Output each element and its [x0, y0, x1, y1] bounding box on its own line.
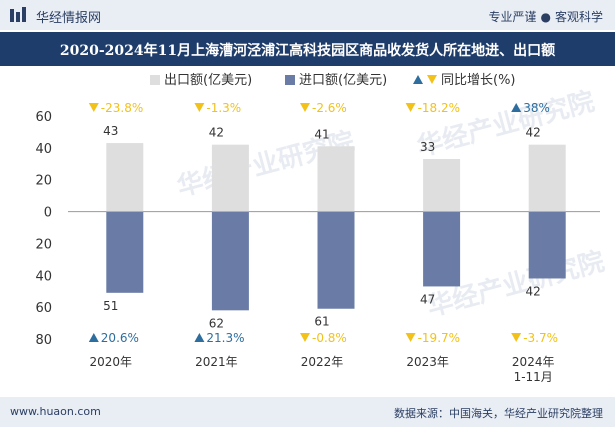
export-value-label: 43 [103, 124, 118, 138]
import-value-label: 51 [103, 299, 118, 313]
export-growth-label: 38% [523, 101, 550, 115]
logo-icon [10, 7, 26, 22]
x-tick-label: 2024年 [512, 355, 555, 369]
data-labels: 43 51 -23.8% 20.6% 42 62 -1.3% 21.3% 41 61 -2.6% -0… [88, 101, 558, 345]
legend: 出口额(亿美元) 进口额(亿美元) 同比增长(%) [150, 73, 516, 88]
x-tick-label: 2021年 [195, 355, 238, 369]
x-axis: 2020年 2021年 2022年 2023年 2024年1-11月 [90, 355, 555, 384]
export-growth-label: -23.8% [101, 101, 143, 115]
import-growth-label: 20.6% [101, 331, 139, 345]
footer-source: 数据来源：中国海关，华经产业研究院整理 [394, 407, 603, 420]
footer: www.huaon.com 数据来源：中国海关，华经产业研究院整理 [0, 397, 615, 427]
export-bar [106, 143, 144, 212]
import-value-label: 47 [420, 292, 435, 306]
export-growth-label: -1.3% [206, 101, 241, 115]
tag-professional: 专业严谨 [488, 10, 537, 24]
y-tick-label: 40 [35, 142, 52, 157]
export-value-label: 33 [420, 140, 435, 154]
legend-export-swatch [150, 75, 160, 85]
legend-growth-label: 同比增长(%) [441, 73, 516, 88]
import-value-label: 42 [526, 284, 541, 298]
growth-up-icon [88, 333, 99, 342]
y-tick-label: 80 [35, 333, 52, 348]
title-bar: 2020-2024年11月上海漕河泾浦江高科技园区商品收发货人所在地进、出口额 [0, 32, 615, 66]
dot-separator: ● [540, 10, 551, 24]
x-tick-label: 2020年 [90, 355, 133, 369]
import-bar [528, 211, 566, 279]
growth-down-icon [511, 333, 522, 342]
x-tick-label: 2022年 [301, 355, 344, 369]
import-value-label: 61 [314, 315, 329, 329]
x-tick-label: 1-11月 [514, 370, 553, 384]
import-growth-label: -0.8% [312, 331, 347, 345]
export-bar [317, 146, 355, 212]
y-tick-label: 60 [35, 301, 52, 316]
chart-area: 华经产业研究院 华经产业研究院 华经产业研究院 出口额(亿美元) 进口额(亿美元)… [35, 73, 607, 384]
import-bar [211, 211, 249, 311]
growth-down-icon [405, 103, 416, 112]
y-tick-label: 40 [35, 269, 52, 284]
import-value-label: 62 [209, 316, 224, 330]
export-value-label: 42 [209, 126, 224, 140]
legend-import-swatch [285, 75, 295, 85]
y-tick-label: 20 [35, 174, 52, 189]
chart-title: 2020-2024年11月上海漕河泾浦江高科技园区商品收发货人所在地进、出口额 [59, 43, 556, 59]
export-value-label: 42 [526, 126, 541, 140]
top-bar: 华经情报网 专业严谨 ● 客观科学 [0, 0, 615, 30]
growth-down-icon [300, 103, 310, 112]
x-tick-label: 2023年 [406, 355, 449, 369]
y-axis: 60 40 20 0 20 40 60 80 [35, 110, 600, 348]
y-tick-label: 60 [35, 110, 52, 125]
legend-up-triangle [413, 75, 423, 84]
tag-objective: 客观科学 [554, 10, 603, 24]
import-bar [423, 211, 461, 287]
export-growth-label: -2.6% [312, 101, 347, 115]
export-value-label: 41 [314, 127, 329, 141]
y-tick-label: 20 [35, 237, 52, 252]
import-bar [317, 211, 355, 309]
export-growth-label: -18.2% [418, 101, 460, 115]
import-growth-label: -3.7% [523, 331, 558, 345]
growth-down-icon [194, 103, 205, 112]
import-growth-label: -19.7% [418, 331, 460, 345]
footer-url: www.huaon.com [10, 405, 101, 418]
legend-import-label: 进口额(亿美元) [299, 73, 387, 88]
import-bar [106, 211, 144, 293]
export-bar [528, 144, 566, 212]
legend-export-label: 出口额(亿美元) [164, 73, 252, 88]
growth-down-icon [300, 333, 310, 342]
growth-up-icon [194, 333, 205, 342]
growth-up-icon [511, 103, 522, 112]
y-tick-label: 0 [44, 206, 52, 221]
legend-down-triangle [427, 75, 437, 84]
watermark: 华经产业研究院 [414, 86, 598, 163]
tagline: 专业严谨 ● 客观科学 [488, 8, 603, 25]
growth-down-icon [88, 103, 99, 112]
bars [106, 143, 566, 311]
growth-down-icon [405, 333, 416, 342]
brand-name: 华经情报网 [36, 11, 102, 26]
export-bar [423, 159, 461, 212]
export-bar [211, 144, 249, 212]
import-growth-label: 21.3% [206, 331, 244, 345]
